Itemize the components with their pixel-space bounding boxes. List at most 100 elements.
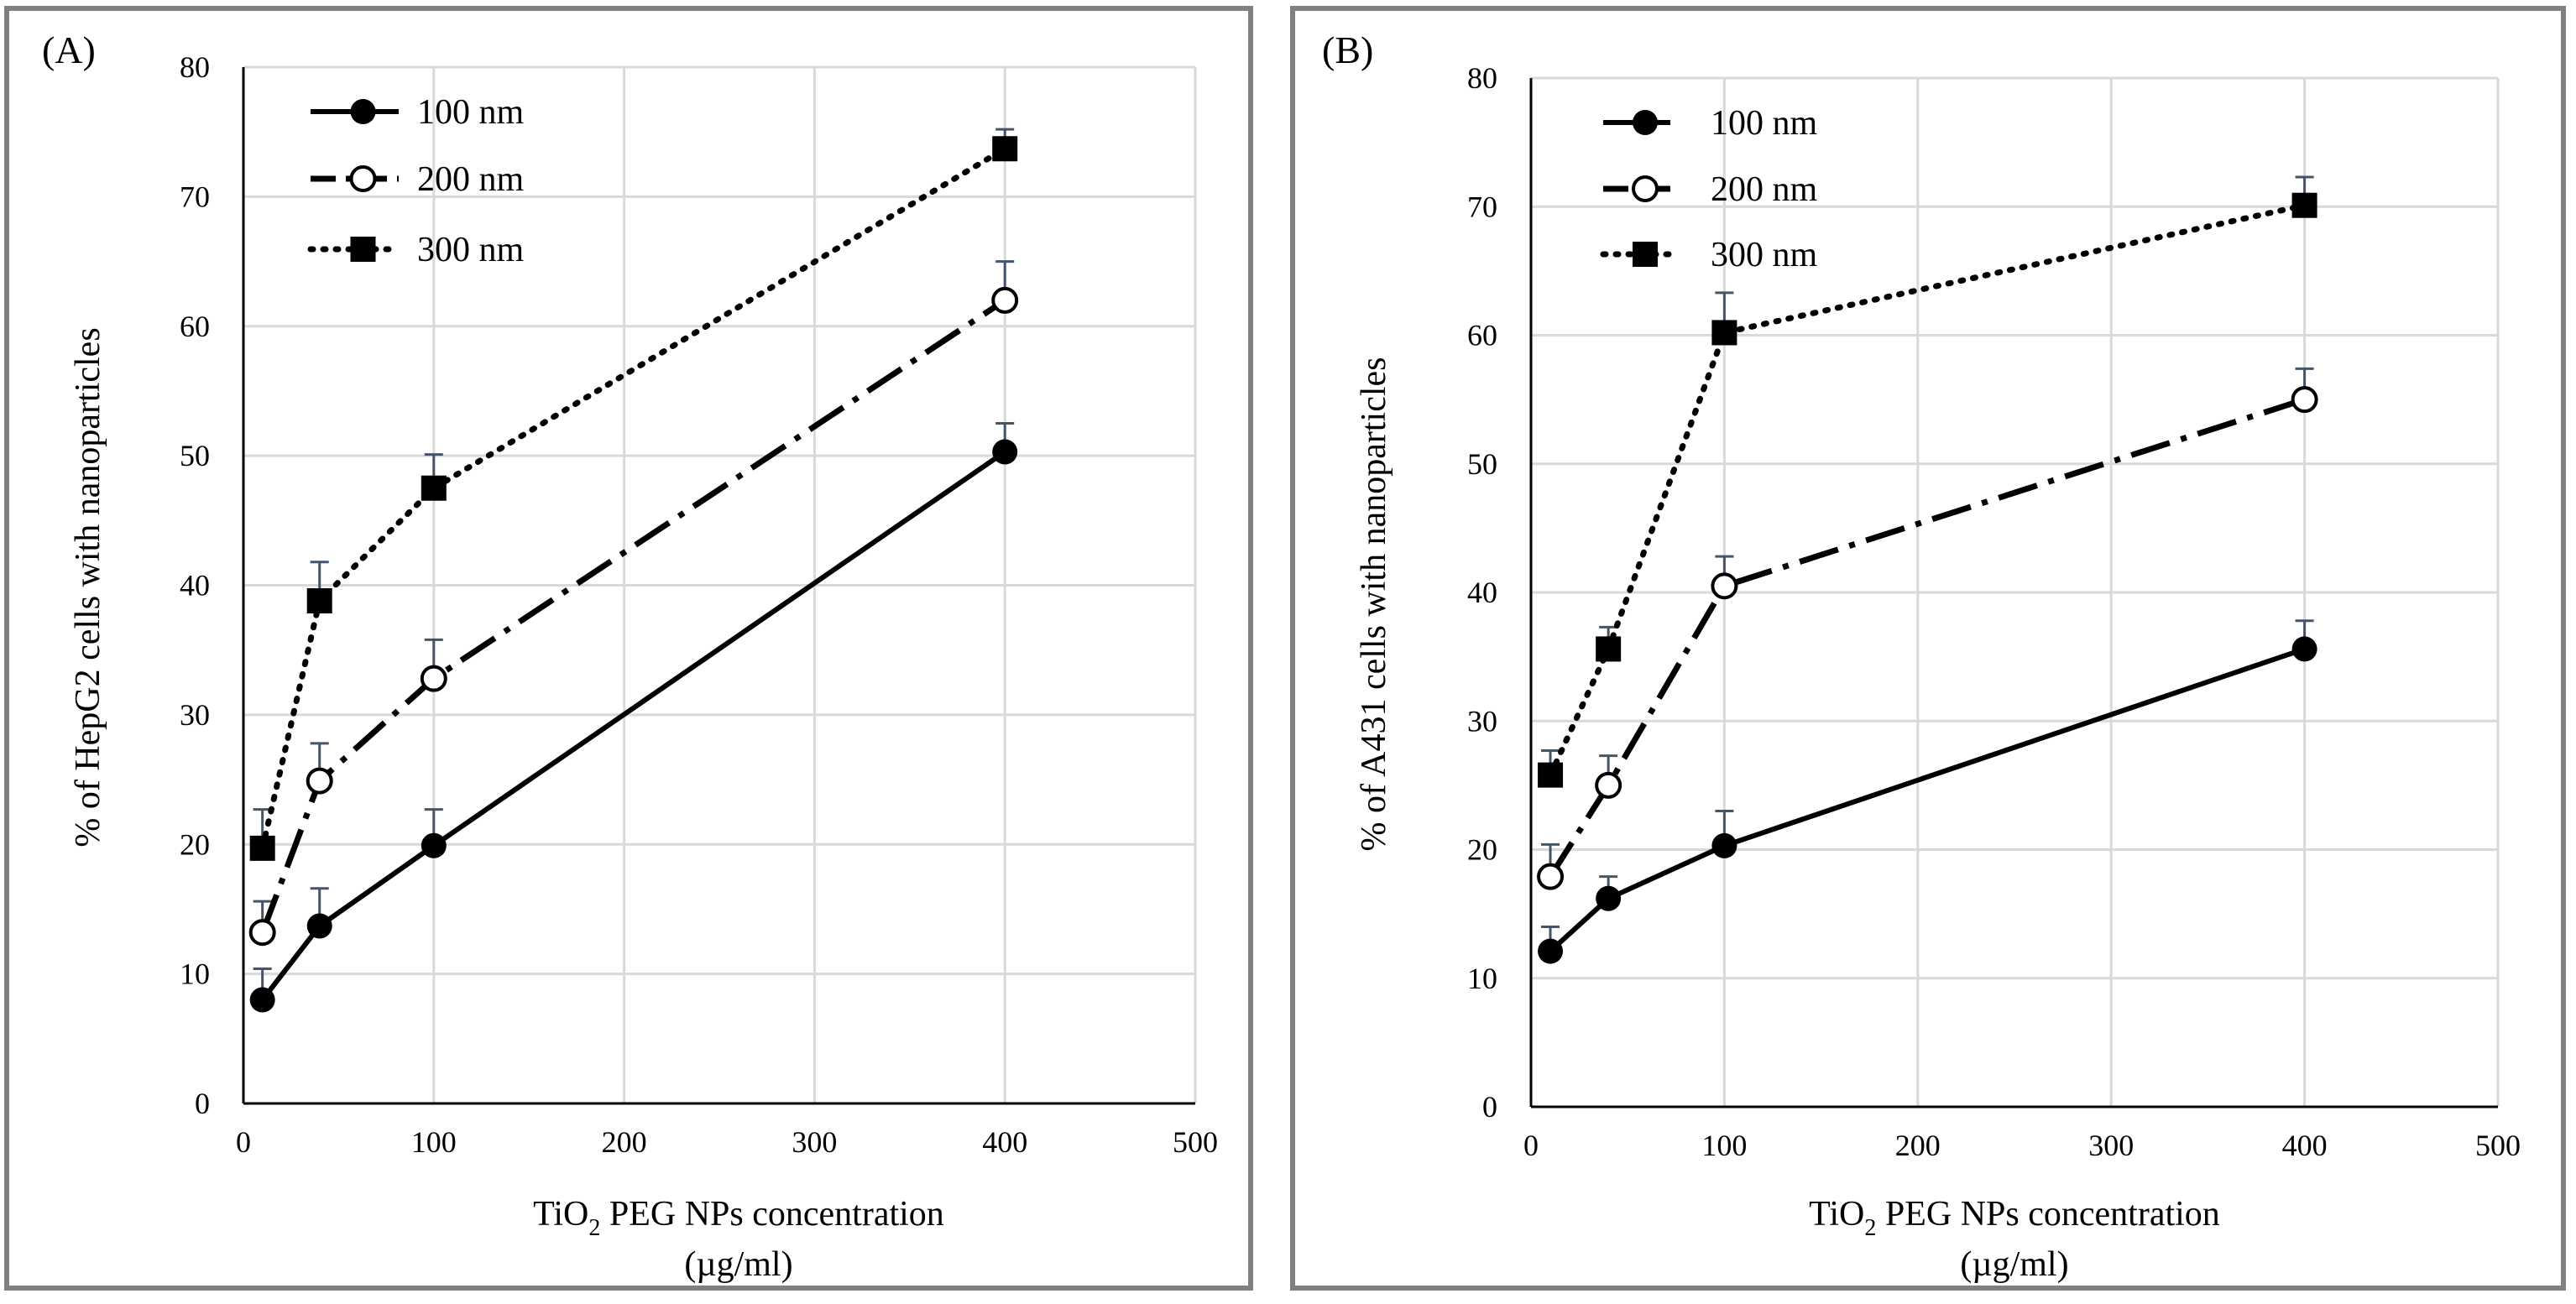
x-tick-label: 200	[602, 1125, 647, 1159]
legend-label: 200 nm	[417, 160, 525, 199]
y-tick-label: 40	[1467, 576, 1497, 609]
x-tick-label: 0	[236, 1125, 251, 1159]
x-tick-label: 300	[792, 1125, 837, 1159]
data-point	[1537, 863, 1565, 890]
data-point	[1538, 762, 1564, 788]
legend-entry: 200 nm	[311, 160, 525, 199]
legend-marker	[349, 165, 377, 192]
x-axis-label-unit: (µg/ml)	[1960, 1245, 2068, 1284]
y-tick-label: 0	[195, 1087, 210, 1120]
data-point	[1711, 832, 1737, 858]
series-line	[1549, 646, 2306, 953]
panel-frame	[1290, 6, 2566, 1291]
x-axis-label-unit: (µg/ml)	[684, 1245, 792, 1284]
data-point	[992, 136, 1018, 162]
x-tick-label: 400	[982, 1125, 1027, 1159]
data-point	[421, 832, 447, 858]
legend-marker	[1633, 242, 1658, 267]
y-tick-label: 10	[180, 957, 210, 991]
legend-entry: 200 nm	[1603, 170, 1818, 209]
data-point	[2291, 192, 2317, 218]
series-line	[1548, 396, 2306, 879]
legend-entry: 100 nm	[311, 93, 525, 132]
x-axis-label-rest: PEG NPs concentration	[600, 1195, 943, 1234]
x-axis-label-subscript: 2	[1864, 1215, 1876, 1241]
x-tick-label: 500	[1173, 1125, 1218, 1159]
x-axis-label-rest: PEG NPs concentration	[1876, 1195, 2219, 1234]
legend-entry: 300 nm	[307, 231, 525, 269]
data-point	[1711, 572, 1738, 600]
data-point	[2291, 386, 2318, 414]
chart-panel-b: 0 10 20 30 40 50 60 70 80 0 100 200 300 400 500 (B) % of…	[1290, 6, 2566, 1291]
y-tick-label: 0	[1482, 1090, 1497, 1124]
legend-label: 300 nm	[1711, 236, 1818, 274]
series-300-nm	[1538, 175, 2317, 788]
legend-entry: 100 nm	[1603, 104, 1818, 143]
y-tick-label: 20	[1467, 833, 1497, 867]
y-axis-label: % of HepG2 cells with nanoparticles	[69, 327, 107, 847]
legend-marker	[1633, 110, 1658, 135]
y-tick-label: 50	[180, 439, 210, 472]
series-200-nm	[1537, 367, 2318, 890]
legend-marker	[1632, 175, 1659, 202]
y-tick-label: 50	[1467, 447, 1497, 481]
data-point	[1538, 938, 1564, 964]
data-point	[1596, 885, 1622, 911]
y-tick-label: 70	[1467, 190, 1497, 223]
x-tick-label: 300	[2088, 1129, 2134, 1162]
x-tick-label: 100	[1701, 1129, 1747, 1162]
data-point	[306, 767, 333, 795]
legend-entry: 300 nm	[1600, 236, 1818, 274]
data-point	[992, 439, 1018, 465]
data-point	[2291, 636, 2317, 662]
y-tick-label: 10	[1467, 962, 1497, 995]
series-line	[259, 297, 1007, 934]
x-tick-label: 100	[411, 1125, 457, 1159]
data-point	[1711, 320, 1737, 346]
y-tick-label: 40	[180, 569, 210, 602]
legend-label: 200 nm	[1711, 170, 1818, 209]
data-point	[1596, 636, 1622, 662]
legend-label: 100 nm	[1711, 104, 1818, 143]
legend-label: 100 nm	[417, 93, 525, 132]
x-tick-label: 200	[1895, 1129, 1941, 1162]
x-axis-label-main: TiO	[533, 1195, 588, 1234]
series-line	[260, 450, 1006, 1002]
series-200-nm	[248, 260, 1019, 947]
y-tick-label: 20	[180, 827, 210, 861]
data-point	[249, 987, 275, 1013]
y-tick-label: 80	[180, 50, 210, 84]
data-point	[248, 919, 276, 947]
y-tick-label: 60	[180, 310, 210, 343]
legend-marker	[350, 99, 376, 124]
y-tick-label: 30	[180, 698, 210, 732]
panel-frame	[4, 6, 1253, 1291]
legend-marker	[350, 237, 376, 262]
data-point	[306, 588, 332, 614]
chart-panel-a: 0 10 20 30 40 50 60 70 80 0 100 200 300 400 500 (A) % of…	[4, 6, 1253, 1291]
series-line	[259, 145, 1008, 852]
x-tick-label: 400	[2282, 1129, 2328, 1162]
x-axis-label-main: TiO	[1809, 1195, 1864, 1234]
data-point	[306, 913, 332, 939]
y-tick-label: 70	[180, 180, 210, 213]
x-tick-label: 500	[2475, 1129, 2521, 1162]
y-tick-label: 80	[1467, 61, 1497, 95]
y-tick-label: 60	[1467, 319, 1497, 352]
panel-label: (B)	[1322, 29, 1373, 71]
x-axis-label: TiO2 PEG NPs concentration	[533, 1195, 944, 1241]
data-point	[991, 286, 1019, 314]
y-axis-label: % of A431 cells with nanoparticles	[1355, 357, 1393, 851]
x-tick-label: 0	[1523, 1129, 1539, 1162]
series-300-nm	[249, 128, 1018, 861]
series-100-nm	[249, 422, 1018, 1013]
series-100-nm	[1538, 619, 2317, 964]
data-point	[249, 835, 275, 861]
legend-label: 300 nm	[417, 231, 525, 269]
x-axis-label: TiO2 PEG NPs concentration	[1809, 1195, 2220, 1241]
x-axis-label-subscript: 2	[588, 1215, 600, 1241]
series-line	[1547, 202, 2308, 779]
y-tick-label: 30	[1467, 704, 1497, 738]
data-point	[1595, 771, 1622, 799]
